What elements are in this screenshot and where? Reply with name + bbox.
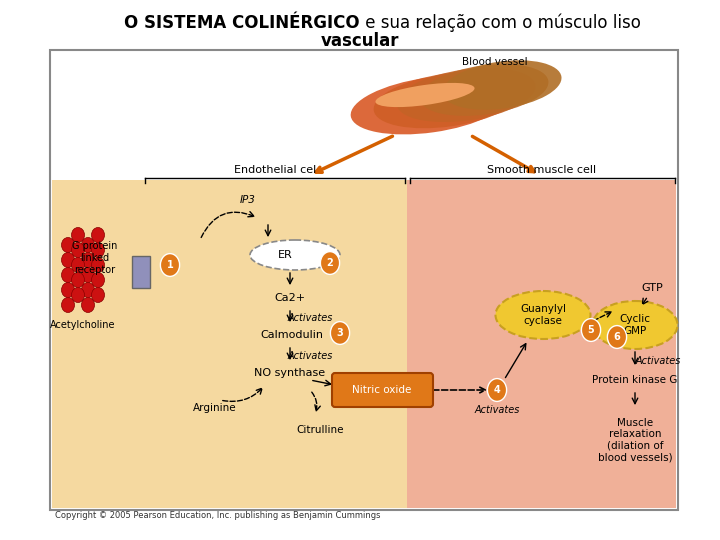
- Text: G protein
linked
receptor: G protein linked receptor: [72, 241, 117, 275]
- Text: Acetylcholine: Acetylcholine: [50, 320, 116, 330]
- Text: NO synthase: NO synthase: [254, 368, 325, 378]
- Ellipse shape: [71, 273, 84, 287]
- Text: Calmodulin: Calmodulin: [261, 330, 323, 340]
- Text: Copyright © 2005 Pearson Education, Inc. publishing as Benjamin Cummings: Copyright © 2005 Pearson Education, Inc.…: [55, 511, 380, 521]
- Bar: [52, 180, 407, 508]
- Text: vascular: vascular: [320, 32, 400, 50]
- Ellipse shape: [608, 326, 626, 348]
- Ellipse shape: [71, 227, 84, 242]
- Ellipse shape: [582, 319, 600, 341]
- Ellipse shape: [81, 267, 94, 282]
- Text: e sua relação com o músculo liso: e sua relação com o músculo liso: [360, 14, 641, 32]
- Ellipse shape: [91, 242, 104, 258]
- Ellipse shape: [320, 252, 340, 274]
- Text: Activates: Activates: [635, 356, 680, 366]
- Ellipse shape: [61, 267, 74, 282]
- Ellipse shape: [420, 64, 549, 116]
- Text: Endothelial cel: Endothelial cel: [234, 165, 316, 175]
- Ellipse shape: [375, 83, 474, 107]
- Ellipse shape: [374, 72, 523, 128]
- Ellipse shape: [161, 254, 179, 276]
- Ellipse shape: [61, 282, 74, 298]
- Text: Ca2+: Ca2+: [274, 293, 305, 303]
- Ellipse shape: [71, 242, 84, 258]
- Ellipse shape: [61, 298, 74, 313]
- Ellipse shape: [487, 379, 507, 401]
- Ellipse shape: [71, 287, 84, 302]
- Text: 4: 4: [494, 385, 500, 395]
- Ellipse shape: [250, 240, 340, 270]
- Ellipse shape: [81, 298, 94, 313]
- Text: Citrulline: Citrulline: [296, 425, 343, 435]
- Ellipse shape: [61, 253, 74, 267]
- Text: Arginine: Arginine: [193, 403, 237, 413]
- Text: Guanylyl
cyclase: Guanylyl cyclase: [520, 304, 566, 326]
- Text: Activates: Activates: [287, 351, 333, 361]
- Ellipse shape: [91, 287, 104, 302]
- FancyBboxPatch shape: [332, 373, 433, 407]
- Text: Activates: Activates: [287, 313, 333, 323]
- Text: 1: 1: [166, 260, 174, 270]
- Text: Nitric oxide: Nitric oxide: [352, 385, 412, 395]
- Ellipse shape: [91, 273, 104, 287]
- Text: Smooth muscle cell: Smooth muscle cell: [487, 165, 597, 175]
- Text: 6: 6: [613, 332, 621, 342]
- Bar: [50, 50, 678, 510]
- Ellipse shape: [71, 258, 84, 273]
- Ellipse shape: [397, 68, 536, 122]
- Text: GTP: GTP: [641, 283, 663, 293]
- Text: Muscle
relaxation
(dilation of
blood vessels): Muscle relaxation (dilation of blood ves…: [598, 417, 672, 462]
- Ellipse shape: [443, 60, 562, 110]
- Text: IP3: IP3: [240, 195, 256, 205]
- Ellipse shape: [495, 291, 590, 339]
- Bar: [132, 256, 150, 288]
- Ellipse shape: [91, 258, 104, 273]
- Text: 3: 3: [337, 328, 343, 338]
- Ellipse shape: [91, 227, 104, 242]
- Ellipse shape: [61, 238, 74, 253]
- Ellipse shape: [330, 322, 350, 345]
- Ellipse shape: [593, 301, 678, 349]
- Text: Activates: Activates: [474, 405, 520, 415]
- Text: Blood vessel: Blood vessel: [462, 57, 528, 67]
- Ellipse shape: [81, 253, 94, 267]
- Text: 2: 2: [327, 258, 333, 268]
- Text: Cyclic
GMP: Cyclic GMP: [619, 314, 650, 336]
- Text: Protein kinase G: Protein kinase G: [593, 375, 678, 385]
- Ellipse shape: [81, 238, 94, 253]
- Ellipse shape: [351, 76, 509, 134]
- Ellipse shape: [81, 282, 94, 298]
- Bar: [407, 180, 676, 508]
- Text: 5: 5: [588, 325, 595, 335]
- Text: O SISTEMA COLINÉRGICO: O SISTEMA COLINÉRGICO: [125, 14, 360, 32]
- Text: ER: ER: [278, 250, 292, 260]
